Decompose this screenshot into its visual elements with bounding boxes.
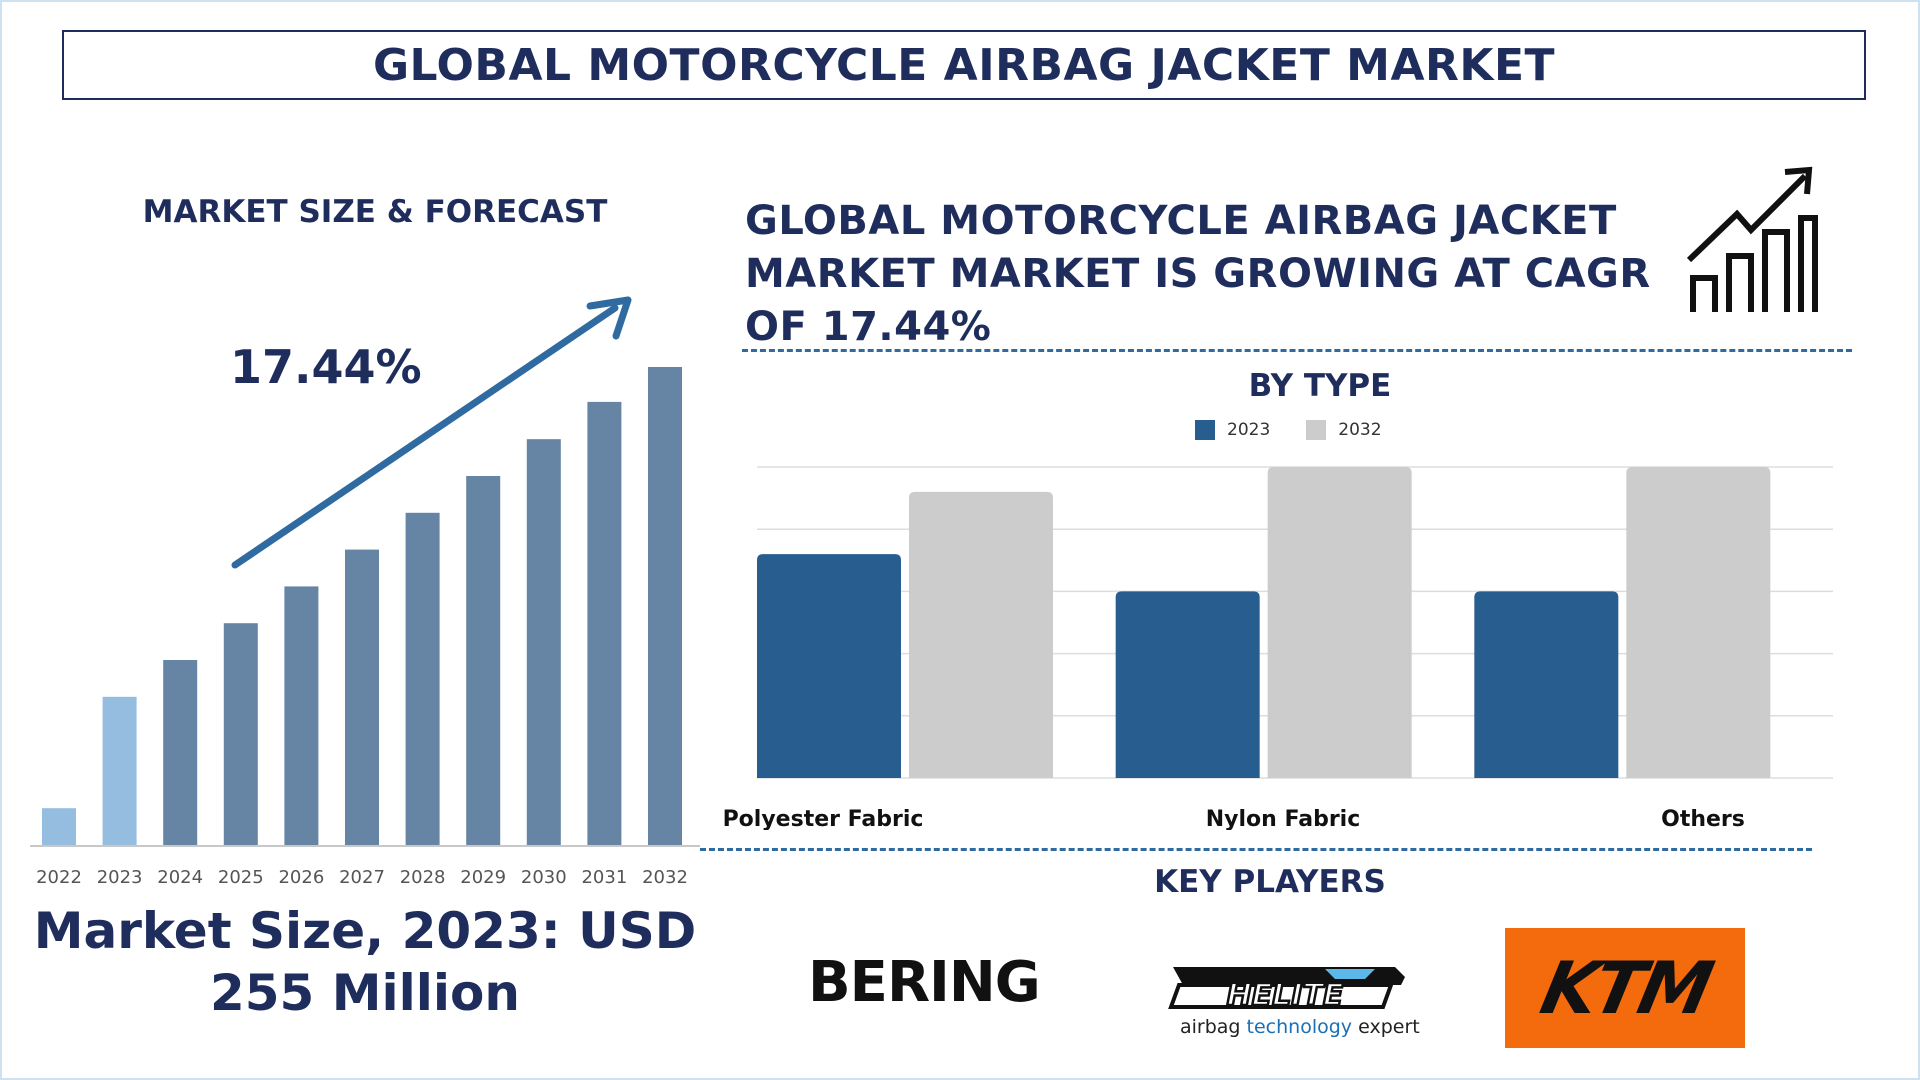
forecast-bar-2023 (102, 696, 137, 845)
market-size-line1: Market Size, 2023: USD (33, 902, 697, 960)
ktm-wordmark: KTM (1533, 946, 1717, 1030)
forecast-tick-label-2027: 2027 (339, 867, 385, 888)
trend-arrow-icon (231, 304, 619, 569)
type-category-label: Others (1661, 807, 1745, 830)
market-size-forecast-title: MARKET SIZE & FORECAST (142, 194, 608, 230)
forecast-bar-2022 (42, 808, 76, 845)
divider-bottom (700, 848, 1812, 851)
forecast-bar-2025 (223, 623, 258, 845)
helite-tagline: airbag technology expert (1180, 1016, 1420, 1038)
forecast-tick-label-2024: 2024 (157, 867, 203, 888)
forecast-tick-label-2025: 2025 (218, 867, 264, 888)
legend-swatch-2032 (1306, 420, 1327, 440)
forecast-bar-2030 (526, 439, 561, 845)
forecast-tick-label-2032: 2032 (642, 867, 688, 888)
trend-arrowhead (586, 296, 632, 340)
market-size-text: Market Size, 2023: USD 255 Million (30, 900, 700, 1024)
type-bar-2032-nylon-fabric (1267, 467, 1412, 778)
helite-logo: HELITE (1168, 967, 1405, 1014)
forecast-bar-2032 (648, 367, 682, 845)
forecast-bar-2024 (163, 660, 198, 845)
helite-tagline-expert: expert (1358, 1016, 1420, 1038)
type-bar-2023-others (1474, 591, 1619, 778)
forecast-tick-label-2028: 2028 (400, 867, 446, 888)
cagr-annotation: 17.44% (230, 340, 422, 394)
by-type-bar-chart: Polyester Fabric Nylon Fabric Others (723, 466, 1833, 830)
helite-tagline-technology: technology (1246, 1016, 1353, 1038)
legend-item-2032: 2032 (1306, 420, 1382, 440)
forecast-bar-2027 (345, 549, 379, 845)
headline-line2: MARKET MARKET IS GROWING AT CAGR (745, 251, 1651, 297)
title-banner: GLOBAL MOTORCYCLE AIRBAG JACKET MARKET (62, 30, 1866, 100)
legend-label-2023: 2023 (1227, 420, 1271, 440)
headline-line1: GLOBAL MOTORCYCLE AIRBAG JACKET (745, 198, 1617, 244)
key-players-title: KEY PLAYERS (1154, 864, 1386, 900)
forecast-tick-label-2031: 2031 (581, 867, 627, 888)
by-type-title: BY TYPE (1248, 368, 1392, 404)
forecast-tick-label-2026: 2026 (278, 867, 324, 888)
forecast-tick-label-2022: 2022 (36, 867, 82, 888)
forecast-tick-label-2029: 2029 (460, 867, 506, 888)
market-size-line2: 255 Million (209, 964, 521, 1022)
headline-line3: OF 17.44% (745, 304, 992, 350)
divider-top (742, 349, 1852, 352)
legend-item-2023: 2023 (1195, 420, 1270, 440)
helite-tagline-airbag: airbag (1180, 1016, 1241, 1038)
forecast-bar-chart: 2022 2023 2024 2025 2026 2027 2028 2029 2030 2031… (30, 296, 700, 888)
forecast-bar-2031 (587, 401, 622, 845)
forecast-tick-label-2030: 2030 (521, 867, 567, 888)
type-category-label: Polyester Fabric (723, 807, 924, 830)
type-bar-2023-polyester-fabric (757, 554, 901, 778)
type-bar-2023-nylon-fabric (1115, 591, 1260, 778)
cagr-headline: GLOBAL MOTORCYCLE AIRBAG JACKET MARKET M… (745, 195, 1665, 354)
helite-wordmark: HELITE (1227, 978, 1344, 1013)
bering-logo: BERING (808, 950, 1041, 1015)
legend-label-2032: 2032 (1338, 420, 1382, 440)
type-bar-2032-polyester-fabric (909, 491, 1053, 778)
legend-swatch-2023 (1195, 420, 1215, 440)
growth-chart-icon (1686, 166, 1818, 312)
type-bar-2032-others (1626, 467, 1771, 778)
forecast-bar-2026 (284, 586, 319, 845)
forecast-tick-label-2023: 2023 (97, 867, 143, 888)
ktm-logo: KTM (1505, 928, 1745, 1048)
forecast-bar-2029 (466, 475, 501, 845)
type-category-label: Nylon Fabric (1206, 807, 1361, 830)
forecast-bar-2028 (405, 512, 440, 845)
chart-legend: 2023 2032 (1195, 420, 1382, 440)
page-title: GLOBAL MOTORCYCLE AIRBAG JACKET MARKET (372, 39, 1556, 91)
